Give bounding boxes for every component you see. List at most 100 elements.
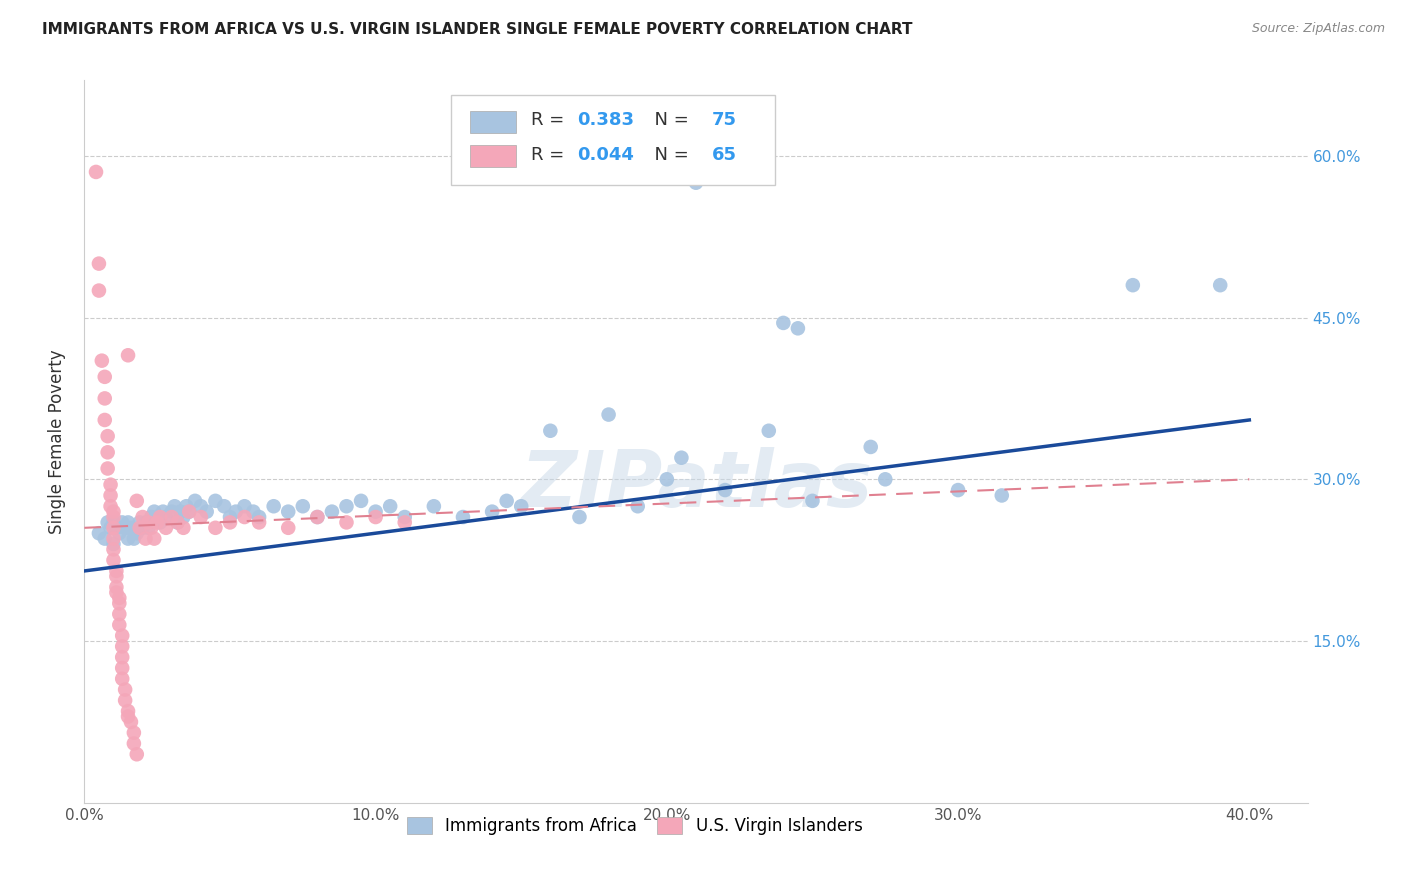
Point [671,450,693,465]
Point [149,516,172,530]
Point [163,500,186,514]
Text: IMMIGRANTS FROM AFRICA VS U.S. VIRGIN ISLANDER SINGLE FEMALE POVERTY CORRELATION: IMMIGRANTS FROM AFRICA VS U.S. VIRGIN IS… [42,22,912,37]
Point [655,472,678,486]
Point [108,607,131,621]
Point [1122,278,1144,293]
Point [364,510,387,524]
Point [149,510,172,524]
Point [108,596,131,610]
Point [219,510,242,524]
Text: 0.044: 0.044 [578,145,634,164]
Point [143,532,166,546]
Point [103,542,125,557]
Point [87,257,110,271]
Point [87,526,110,541]
Point [172,510,194,524]
Point [114,521,136,535]
Point [125,493,148,508]
Point [166,516,188,530]
Point [103,537,125,551]
Point [100,477,122,491]
Point [141,521,163,535]
Text: Source: ZipAtlas.com: Source: ZipAtlas.com [1251,22,1385,36]
Point [510,500,533,514]
Point [93,413,115,427]
Text: R =: R = [531,145,569,164]
Point [141,510,163,524]
Point [105,521,128,535]
Point [111,640,134,654]
Point [155,521,177,535]
Point [117,709,139,723]
Point [135,516,157,530]
Point [152,505,174,519]
Point [135,532,157,546]
Text: N =: N = [644,111,695,129]
Point [131,521,153,535]
Point [1209,278,1232,293]
Point [598,408,620,422]
Point [772,316,794,330]
Point [179,505,201,519]
Point [120,521,142,535]
Point [451,510,474,524]
Point [242,505,264,519]
Point [111,516,134,530]
Point [307,510,329,524]
Point [122,737,145,751]
Legend: Immigrants from Africa, U.S. Virgin Islanders: Immigrants from Africa, U.S. Virgin Isla… [401,810,869,841]
Point [103,521,125,535]
Point [307,510,329,524]
Point [143,505,166,519]
Point [93,392,115,406]
Point [97,461,120,475]
Point [423,500,446,514]
Point [117,704,139,718]
Point [103,553,125,567]
Point [875,472,897,486]
Point [114,693,136,707]
Point [105,564,128,578]
Point [184,493,207,508]
Point [111,672,134,686]
Point [120,714,142,729]
Point [117,348,139,362]
Point [380,500,402,514]
Point [103,516,125,530]
Point [247,510,270,524]
Point [84,165,107,179]
Point [122,725,145,739]
Point [394,516,416,530]
Point [146,510,169,524]
Text: 0.383: 0.383 [578,111,634,129]
Point [105,569,128,583]
Point [481,505,503,519]
Point [97,429,120,443]
Point [335,500,357,514]
Point [111,661,134,675]
Point [97,516,120,530]
Point [685,176,707,190]
Point [277,521,299,535]
Point [190,510,212,524]
Point [90,353,112,368]
Text: N =: N = [644,145,695,164]
Point [125,526,148,541]
Point [350,493,373,508]
Point [93,532,115,546]
Point [100,521,122,535]
Point [172,521,194,535]
Y-axis label: Single Female Poverty: Single Female Poverty [48,350,66,533]
Point [758,424,780,438]
Point [114,682,136,697]
Point [568,510,591,524]
Point [225,505,247,519]
Point [128,521,150,535]
Point [131,510,153,524]
Point [166,516,188,530]
Point [117,532,139,546]
Point [212,500,235,514]
Point [714,483,737,497]
Point [247,516,270,530]
Point [538,424,561,438]
